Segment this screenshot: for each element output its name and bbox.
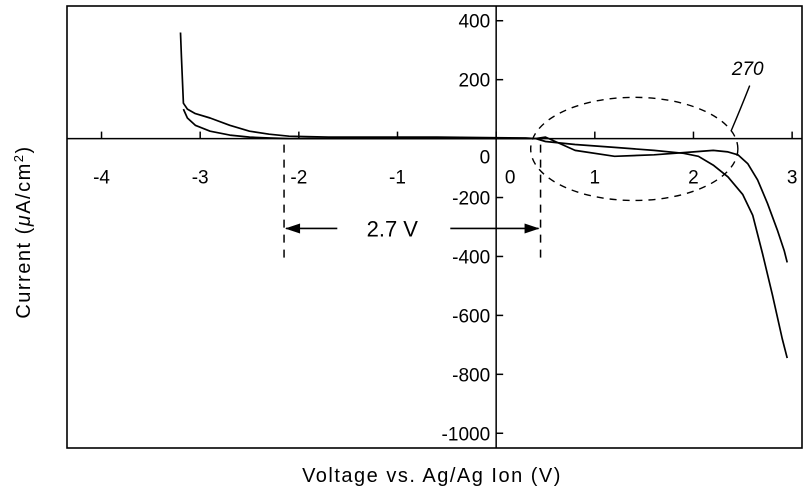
x-tick-label: 2 <box>688 168 699 189</box>
ylabel-unit: A/cm <box>13 162 35 214</box>
x-tick-label: 3 <box>787 168 798 189</box>
y-tick-label: -800 <box>452 365 490 386</box>
x-tick-label: -2 <box>290 168 307 189</box>
ylabel-sup: 2 <box>11 154 26 163</box>
annotations: 2.7 V 270 <box>283 59 764 263</box>
gap-arrow-left-head <box>285 223 301 234</box>
reference-label: 270 <box>731 59 764 80</box>
y-tick-label: 400 <box>458 12 490 33</box>
plot-frame <box>66 5 803 449</box>
x-tick-label: 0 <box>505 168 516 189</box>
y-tick-label: -600 <box>452 306 490 327</box>
tick-labels: -4 -3 -2 -1 0 1 2 3 400 200 0 -200 -400 -600 -800 -1000 <box>93 12 797 446</box>
x-tick-label: -1 <box>389 168 406 189</box>
y-tick-label: -1000 <box>442 424 491 445</box>
x-tick-label: -3 <box>192 168 209 189</box>
ylabel-prefix: Current ( <box>13 226 35 318</box>
series-group <box>179 32 789 359</box>
xlabel: Voltage vs. Ag/Ag Ion (V) <box>302 465 562 487</box>
ylabel-mu: μ <box>13 214 35 227</box>
highlight-ellipse <box>529 96 739 202</box>
ylabel: Current (μA/cm2) <box>11 145 36 318</box>
series-line-2 <box>182 108 789 263</box>
y-tick-label: 0 <box>480 148 491 169</box>
y-tick-label: -200 <box>452 189 490 210</box>
gap-arrow-right-head <box>524 223 540 234</box>
y-tick-label: 200 <box>458 71 490 92</box>
ylabel-suffix: ) <box>13 145 35 153</box>
y-tick-label: -400 <box>452 247 490 268</box>
x-tick-label: -4 <box>93 168 110 189</box>
x-tick-label: 1 <box>590 168 601 189</box>
reference-leader <box>730 85 751 132</box>
gap-label: 2.7 V <box>367 216 419 241</box>
axes <box>67 6 802 448</box>
ticks <box>100 19 793 435</box>
